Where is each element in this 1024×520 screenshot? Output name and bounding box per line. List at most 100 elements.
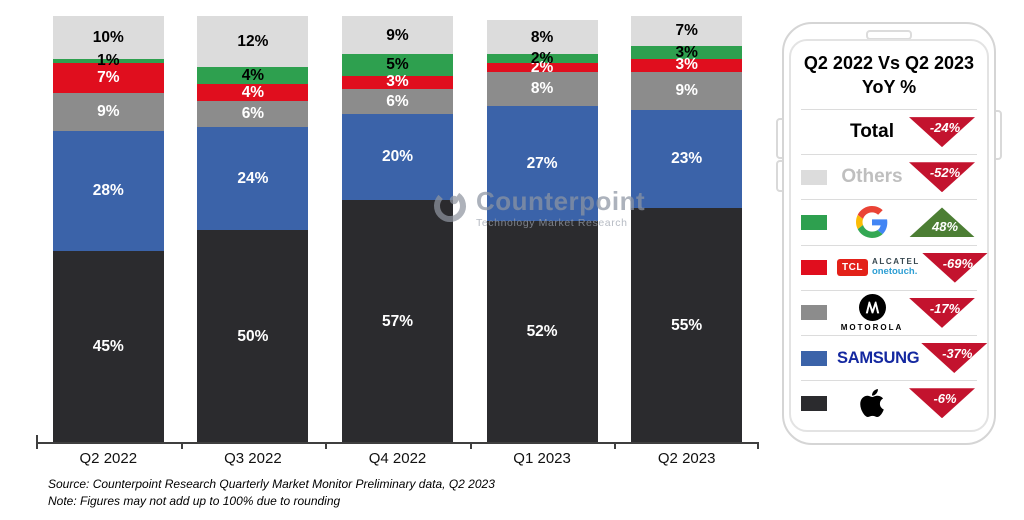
triangle-down-icon: -17% [909, 297, 975, 328]
segment-google: 3% [631, 43, 743, 61]
segment-value-label: 9% [97, 103, 120, 121]
segment-tcl-alcatel: 2% [486, 60, 598, 75]
segment-motorola: 6% [197, 101, 309, 128]
axis-tick [469, 444, 472, 449]
tcl-alcatel-logo: TCL ALCATEL onetouch. [837, 258, 920, 276]
segment-samsung: 20% [341, 114, 453, 200]
yoy-row-samsung: SAMSUNG -37% [801, 334, 988, 380]
segment-apple: 50% [197, 229, 309, 443]
apple-color-swatch [801, 395, 827, 411]
total-label: Total [850, 121, 894, 143]
segment-google: 4% [197, 67, 309, 85]
alcatel-wordmark: ALCATEL [871, 257, 920, 267]
segment-value-label: 7% [675, 22, 698, 40]
segment-value-label: 9% [675, 81, 698, 99]
segment-value-label: 3% [386, 73, 409, 91]
google-change-value: 48% [931, 219, 959, 235]
bar-slot-q4-2022: 57% 20% 6% 3% 5% 9% [325, 16, 470, 443]
motorola-logo-icon [858, 293, 886, 321]
stacked-bar-q2-2022: 45% 28% 9% 7% 1% 10% [52, 16, 164, 443]
segment-samsung: 23% [631, 109, 743, 209]
yoy-row-others: Others -52% [801, 154, 977, 199]
segment-apple: 57% [341, 199, 453, 443]
axis-tick [36, 444, 38, 449]
stacked-bar-q2-2023: 55% 23% 9% 3% 3% 7% [631, 16, 743, 443]
samsung-wordmark: SAMSUNG [837, 348, 920, 367]
segment-value-label: 6% [386, 92, 409, 110]
triangle-down-icon: -24% [909, 117, 975, 148]
segment-apple: 55% [631, 208, 743, 443]
triangle-down-icon: -69% [921, 252, 988, 283]
phone-body: Q2 2022 Vs Q2 2023 YoY % Total -24% Othe… [782, 22, 996, 445]
segment-motorola: 9% [52, 92, 164, 132]
source-note: Source: Counterpoint Research Quarterly … [48, 477, 495, 491]
x-axis-label-q1-2023: Q1 2023 [513, 450, 571, 467]
panel-title-line2: YoY % [861, 77, 917, 97]
google-color-swatch [801, 214, 827, 230]
segment-apple: 45% [52, 250, 164, 443]
segment-google: 1% [52, 53, 164, 68]
axis-tick [325, 444, 328, 449]
segment-value-label: 2% [530, 58, 554, 76]
segment-value-label: 5% [386, 56, 409, 74]
segment-tcl-alcatel: 4% [197, 84, 309, 102]
segment-value-label: 45% [92, 338, 124, 356]
others-color-swatch [801, 169, 827, 185]
axis-tick [757, 444, 759, 449]
bar-slot-q2-2023: 55% 23% 9% 3% 3% 7% [614, 16, 759, 443]
yoy-row-total: Total -24% [801, 109, 977, 154]
stacked-bar-q4-2022: 57% 20% 6% 3% 5% 9% [341, 16, 453, 443]
onetouch-wordmark: onetouch. [871, 265, 918, 277]
segment-value-label: 50% [237, 327, 269, 345]
segment-value-label: 57% [381, 312, 413, 330]
bar-slot-q2-2022: 45% 28% 9% 7% 1% 10% [36, 16, 181, 443]
segment-value-label: 4% [241, 84, 265, 102]
panel-title-line1: Q2 2022 Vs Q2 2023 [803, 52, 975, 73]
segment-tcl-alcatel: 3% [341, 73, 453, 91]
others-label: Others [841, 166, 903, 188]
x-axis-label-q2-2022: Q2 2022 [79, 450, 138, 467]
segment-google: 5% [341, 54, 453, 76]
segment-value-label: 12% [237, 32, 269, 50]
segment-value-label: 10% [92, 28, 124, 46]
segment-others: 7% [631, 16, 743, 46]
segment-samsung: 24% [197, 127, 309, 230]
stacked-bar-q1-2023: 52% 27% 8% 2% 2% 8% [486, 16, 598, 443]
segment-motorola: 6% [341, 88, 453, 115]
segment-others: 8% [486, 20, 598, 55]
triangle-up-icon: 48% [909, 207, 975, 238]
segment-value-label: 28% [92, 182, 124, 200]
segment-value-label: 52% [526, 323, 558, 341]
segment-motorola: 9% [631, 71, 743, 110]
others-change-value: -52% [929, 165, 961, 181]
yoy-row-apple: -6% [801, 380, 977, 425]
apple-logo-icon [860, 389, 884, 418]
apple-change-value: -6% [933, 391, 957, 407]
x-axis-label-q4-2022: Q4 2022 [368, 450, 427, 467]
axis-tick [614, 444, 617, 449]
segment-apple: 52% [486, 220, 598, 443]
bar-slot-q3-2022: 50% 24% 6% 4% 4% 12% [181, 16, 326, 443]
segment-value-label: 24% [237, 169, 269, 187]
phone-screen: Q2 2022 Vs Q2 2023 YoY % Total -24% Othe… [789, 39, 989, 432]
plot-area: 45% 28% 9% 7% 1% 10% 50% 24% 6% 4% 4% 12% 57% 20% 6% 3%… [36, 16, 759, 443]
x-axis-label-q3-2022: Q3 2022 [224, 450, 282, 467]
segment-others: 10% [52, 16, 164, 59]
segment-value-label: 3% [675, 56, 698, 74]
x-axis-labels: Q2 2022 Q3 2022 Q4 2022 Q1 2023 Q2 2023 [36, 450, 759, 467]
segment-value-label: 9% [386, 26, 409, 44]
yoy-row-google: 48% [801, 199, 977, 244]
triangle-down-icon: -37% [921, 343, 988, 374]
triangle-down-icon: -52% [909, 162, 975, 193]
x-axis-label-q2-2023: Q2 2023 [657, 450, 716, 467]
segment-value-label: 55% [671, 316, 703, 334]
segment-samsung: 27% [486, 105, 598, 221]
segment-value-label: 27% [526, 154, 558, 172]
total-change-value: -24% [929, 120, 961, 136]
axis-tick [180, 444, 183, 449]
x-axis-line [36, 442, 759, 444]
segment-value-label: 1% [97, 52, 120, 70]
yoy-row-motorola: MOTOROLA -17% [801, 289, 977, 335]
segment-value-label: 3% [675, 43, 698, 61]
